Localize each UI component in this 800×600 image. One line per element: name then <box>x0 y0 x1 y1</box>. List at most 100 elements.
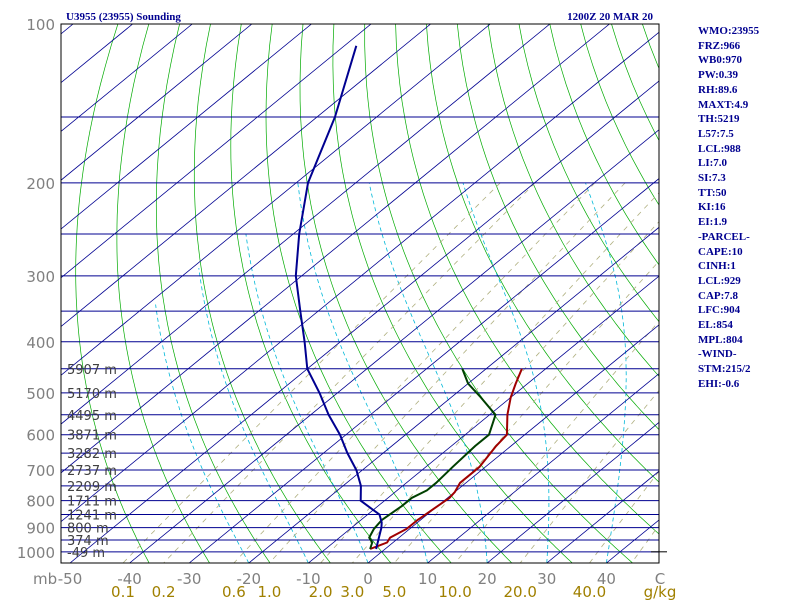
index-line: LCL:929 <box>698 274 741 287</box>
index-line: PW:0.39 <box>698 69 739 82</box>
isotherm <box>61 24 491 376</box>
height-label: 3282 m <box>67 447 117 462</box>
dry-adiabat <box>155 24 271 563</box>
dry-adiabat <box>549 24 659 266</box>
index-line: EL:854 <box>698 319 733 332</box>
height-label: 1711 m <box>67 495 117 510</box>
temperature-tick-label: -50 <box>58 570 83 588</box>
temperature-tick-label: 10 <box>418 570 437 588</box>
index-line: STM:215/2 <box>698 363 751 376</box>
dry-adiabat <box>230 24 392 563</box>
temperature-tick-label: 0 <box>363 570 373 588</box>
isotherm <box>61 24 551 425</box>
mixing-ratio-tick-label: 10.0 <box>438 583 471 600</box>
isotherm <box>188 178 659 563</box>
plot-border <box>60 23 660 564</box>
dry-adiabat <box>426 24 659 483</box>
index-line: MAXT:4.9 <box>698 98 749 111</box>
mixing-ratio-tick-label: 40.0 <box>573 583 606 600</box>
index-line: EHI:-0.6 <box>698 377 740 390</box>
isotherm <box>61 24 372 279</box>
height-label: 374 m <box>67 534 109 549</box>
dewpoint-profile <box>368 368 497 550</box>
temperature-tick-label: -10 <box>296 570 321 588</box>
index-line: LFC:904 <box>698 304 741 317</box>
pressure-tick-label: 700 <box>26 462 55 480</box>
index-line: CAP:7.8 <box>698 289 739 302</box>
isotherm <box>129 129 659 563</box>
pressure-tick-label: 600 <box>26 427 55 445</box>
isotherm <box>61 31 659 523</box>
mixing-ratio-line <box>163 182 536 563</box>
height-label: 2209 m <box>67 480 117 495</box>
dry-adiabat <box>487 24 659 377</box>
mixing-ratio-tick-label: 1.0 <box>257 583 281 600</box>
pressure-unit-label: mb <box>33 570 57 588</box>
temperature-profile <box>369 368 523 550</box>
isotherm <box>546 470 659 563</box>
moist-adiabat <box>198 268 309 563</box>
index-line: L57:7.5 <box>698 127 734 140</box>
plot-area <box>61 24 659 563</box>
title-left: U3955 (23955) Sounding <box>66 11 181 23</box>
index-line: LI:7.0 <box>698 157 728 170</box>
index-line: TT:50 <box>698 186 727 199</box>
mixing-ratio-line <box>122 182 501 563</box>
isotherm <box>61 24 253 181</box>
index-line: -WIND- <box>698 348 737 361</box>
temperature-tick-label: 40 <box>597 570 616 588</box>
pressure-tick-label: 100 <box>26 16 55 34</box>
isotherm <box>427 373 659 563</box>
pressure-tick-label: 200 <box>26 175 55 193</box>
pressure-tick-label: 800 <box>26 493 55 511</box>
index-line: LCL:988 <box>698 142 741 155</box>
dry-adiabat <box>116 24 210 563</box>
dry-adiabat <box>364 24 633 563</box>
mixing-ratio-tick-label: 2.0 <box>309 583 333 600</box>
height-label: 2737 m <box>67 464 117 479</box>
temperature-tick-label: -40 <box>117 570 142 588</box>
pressure-tick-label: 300 <box>26 268 55 286</box>
isotherm <box>61 24 312 230</box>
dry-adiabat <box>456 24 659 431</box>
mixing-ratio-tick-label: 20.0 <box>504 583 537 600</box>
moist-adiabat <box>245 233 369 563</box>
index-line: WMO:23955 <box>698 25 760 37</box>
isotherm <box>61 24 193 132</box>
index-line: WB0:970 <box>698 54 742 67</box>
mixing-ratio-tick-label: 0.6 <box>222 583 246 600</box>
mixing-ratio-line <box>320 192 659 563</box>
mixing-ratio-tick-label: 5.0 <box>382 583 406 600</box>
dry-adiabat <box>75 24 150 563</box>
isotherm <box>367 324 659 563</box>
dry-adiabat <box>265 24 452 563</box>
temperature-unit-label: C <box>655 570 665 588</box>
isotherm <box>308 275 659 563</box>
isotherm <box>61 24 610 474</box>
height-label: -49 m <box>67 546 105 561</box>
mixing-ratio-unit-label: g/kg <box>644 583 677 600</box>
mixing-ratio-tick-label: 3.0 <box>340 583 364 600</box>
height-label: 800 m <box>67 522 109 537</box>
index-line: TH:5219 <box>698 113 740 126</box>
mixing-ratio-tick-label: 0.1 <box>111 583 135 600</box>
isotherm <box>69 80 659 563</box>
index-line: EI:1.9 <box>698 216 728 229</box>
dry-adiabat <box>518 24 659 323</box>
mixing-ratio-tick-label: 0.2 <box>152 583 176 600</box>
dry-adiabat <box>332 24 573 563</box>
height-label: 3871 m <box>67 429 117 444</box>
mixing-ratio-line <box>233 182 596 563</box>
index-line: FRZ:966 <box>698 39 741 52</box>
index-line: KI:16 <box>698 201 726 214</box>
pressure-tick-label: 900 <box>26 520 55 538</box>
moist-adiabat <box>462 182 550 563</box>
moist-adiabat <box>297 182 428 563</box>
height-label: 4495 m <box>67 409 117 424</box>
index-line: RH:89.6 <box>698 83 738 96</box>
dry-adiabat <box>193 24 331 563</box>
temperature-tick-label: 20 <box>478 570 497 588</box>
moist-adiabat <box>155 304 250 563</box>
height-label: 1241 m <box>67 509 117 524</box>
isotherm <box>486 421 659 563</box>
